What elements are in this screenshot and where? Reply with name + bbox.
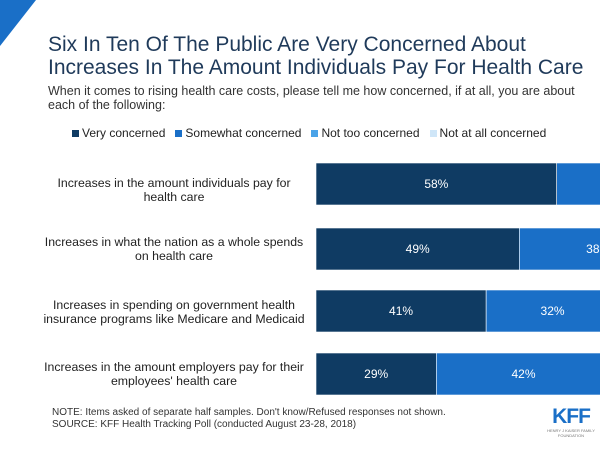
note-text: NOTE: Items asked of separate half sampl…	[52, 407, 446, 418]
legend-item: Not at all concerned	[429, 126, 547, 140]
category-label: Increases in what the nation as a whole …	[44, 235, 304, 263]
data-label: 29%	[364, 367, 388, 381]
bar-segment	[315, 289, 487, 333]
legend-label: Not too concerned	[321, 126, 420, 140]
category-label: Increases in the amount individuals pay …	[57, 176, 291, 204]
data-label: 58%	[424, 177, 448, 191]
bar-segment	[556, 162, 600, 206]
legend-item: Not too concerned	[311, 126, 420, 140]
legend-label: Not at all concerned	[439, 126, 547, 140]
kff-logo: KFF HENRY J KAISER FAMILY FOUNDATION	[546, 405, 596, 439]
bar-segment	[485, 289, 600, 333]
footnote: NOTE: Items asked of separate half sampl…	[52, 407, 446, 431]
logo-mark: KFF	[552, 405, 591, 428]
corner-accent	[0, 0, 36, 46]
source-text: SOURCE: KFF Health Tracking Poll (conduc…	[52, 419, 357, 430]
legend-item: Somewhat concerned	[175, 126, 301, 140]
legend-label: Somewhat concerned	[185, 126, 302, 140]
bar-segment	[519, 227, 600, 271]
bar-segment	[436, 352, 600, 396]
legend-swatch	[311, 129, 319, 137]
bar-segment	[315, 162, 557, 206]
legend-swatch	[175, 129, 183, 137]
legend: Very concerned Somewhat concerned Not too …	[72, 126, 556, 140]
data-label: 41%	[389, 304, 413, 318]
legend-swatch	[72, 129, 79, 137]
data-label: 32%	[541, 304, 565, 318]
logo-subtext: HENRY J KAISER FAMILY FOUNDATION	[547, 428, 595, 438]
legend-label: Very concerned	[82, 126, 166, 140]
data-label: 38%	[586, 242, 600, 256]
category-label: Increases in the amount employers pay fo…	[44, 360, 304, 388]
bar-segment	[315, 352, 437, 396]
category-label: Increases in spending on government heal…	[43, 298, 305, 326]
data-label: 42%	[511, 367, 535, 381]
legend-swatch	[429, 129, 437, 137]
figure-label: Figure 4	[34, 7, 82, 22]
chart-title: Six In Ten Of The Public Are Very Concer…	[48, 33, 584, 79]
chart-subtitle: When it comes to rising health care cost…	[48, 84, 575, 112]
data-label: 49%	[406, 242, 430, 256]
legend-item: Very concerned	[72, 126, 165, 140]
